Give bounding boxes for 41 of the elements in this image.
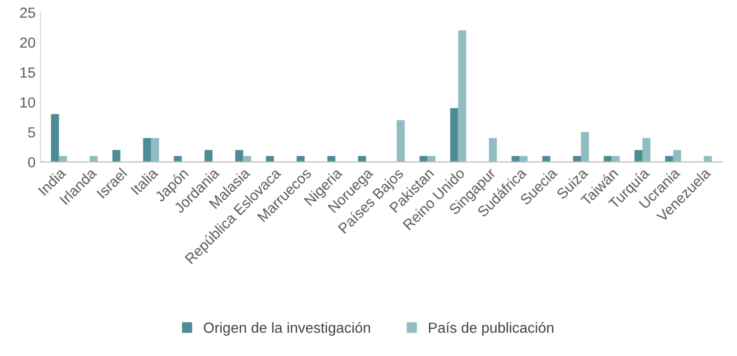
- y-tick-label: 5: [28, 127, 36, 138]
- bar: [235, 150, 244, 162]
- y-tick-label: 20: [20, 37, 36, 48]
- bar: [419, 156, 428, 162]
- legend-label: Origen de la investigación: [204, 322, 370, 336]
- bar: [90, 156, 98, 162]
- bar: [174, 156, 182, 162]
- bar: [458, 30, 466, 162]
- bar: [488, 138, 497, 162]
- bar: [396, 120, 405, 162]
- bar: [612, 156, 620, 162]
- bar: [450, 108, 458, 162]
- bar: [634, 150, 642, 162]
- bar: [604, 156, 612, 162]
- bar: [151, 138, 160, 162]
- bar: [673, 150, 682, 162]
- y-tick-label: 25: [20, 8, 36, 18]
- bar: [58, 156, 67, 162]
- legend-label: País de publicación: [429, 322, 554, 336]
- x-tick-label: Italia: [130, 166, 159, 196]
- bar: [427, 156, 436, 162]
- y-tick-label: 0: [28, 157, 36, 168]
- bar: [143, 138, 152, 162]
- bar: [204, 150, 212, 162]
- bar: [642, 138, 650, 162]
- bar: [520, 156, 528, 162]
- bar: [243, 156, 252, 162]
- bar: [512, 156, 520, 162]
- y-tick-label: 10: [20, 97, 36, 108]
- bar: [542, 156, 550, 162]
- bar: [50, 114, 59, 162]
- bar: [266, 156, 274, 162]
- bar: [665, 156, 674, 162]
- bar: [296, 156, 305, 162]
- bar: [581, 132, 589, 162]
- bar: [112, 150, 120, 162]
- bar: [573, 156, 581, 162]
- bar: [358, 156, 366, 162]
- y-tick-label: 15: [20, 68, 36, 78]
- bar: [704, 156, 712, 162]
- bar: [327, 156, 336, 162]
